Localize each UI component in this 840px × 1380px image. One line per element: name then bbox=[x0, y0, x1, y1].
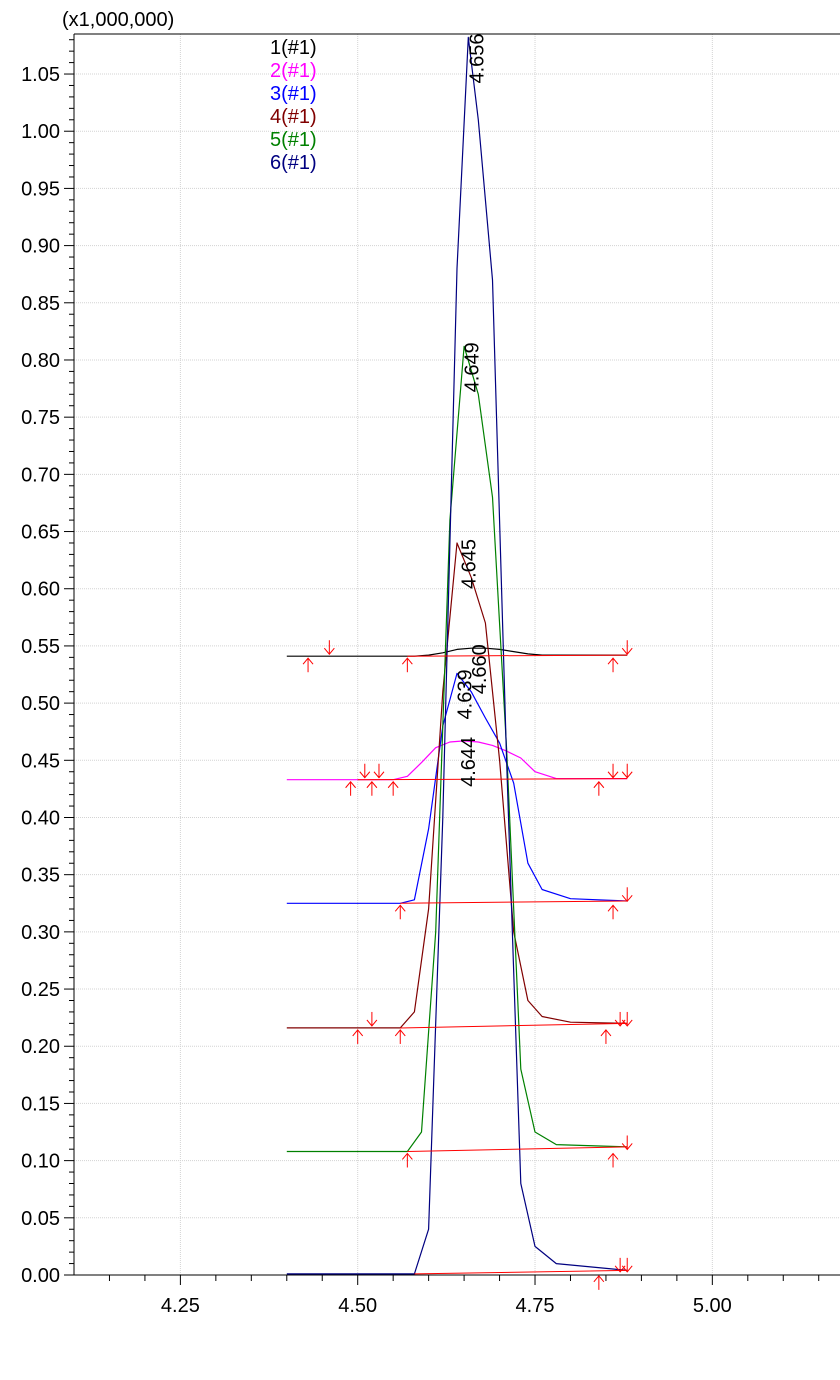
peak-start-marker bbox=[593, 1275, 605, 1290]
integration-baseline bbox=[357, 778, 628, 781]
x-tick-label: 4.25 bbox=[161, 1295, 200, 1317]
peak-rt-label: 4.645 bbox=[459, 539, 481, 589]
peak-rt-label: 4.644 bbox=[458, 737, 480, 787]
integration-baseline bbox=[414, 1269, 628, 1275]
integration-baseline bbox=[407, 1146, 628, 1152]
marker-layer bbox=[302, 640, 633, 1290]
series-line bbox=[286, 740, 628, 781]
peak-end-marker bbox=[621, 1011, 633, 1027]
series-layer bbox=[286, 36, 628, 1275]
peak-start-marker bbox=[607, 657, 619, 673]
y-tick-label: 0.25 bbox=[21, 979, 60, 1001]
peak-label-layer: 4.660 4.644 4.639 4.645 4.649 4.656 bbox=[454, 33, 491, 786]
y-tick-label: 0.45 bbox=[21, 750, 60, 772]
peak-end-marker bbox=[366, 1011, 378, 1027]
integration-baseline bbox=[400, 1022, 628, 1029]
integration-baseline bbox=[407, 654, 628, 657]
y-tick-label: 0.60 bbox=[21, 579, 60, 601]
peak-start-marker bbox=[387, 780, 399, 796]
series-line bbox=[286, 542, 628, 1029]
peak-start-marker bbox=[593, 780, 605, 796]
y-tick-label: 0.65 bbox=[21, 522, 60, 544]
series-line bbox=[286, 345, 628, 1153]
legend-entry: 4(#1) bbox=[270, 106, 317, 128]
x-tick-label: 4.75 bbox=[516, 1295, 555, 1317]
peak-start-marker bbox=[607, 1152, 619, 1168]
axis-layer: 0.00 0.05 0.10 0.15 0.20 0.25 0.30 0.35 0.40 0.45… bbox=[21, 33, 840, 1317]
y-tick-label: 0.75 bbox=[21, 407, 60, 429]
peak-end-marker bbox=[323, 640, 335, 655]
legend-entry: 1(#1) bbox=[270, 37, 317, 59]
legend-entry: 2(#1) bbox=[270, 60, 317, 82]
peak-rt-label: 4.639 bbox=[454, 669, 476, 719]
peak-start-marker bbox=[401, 657, 413, 673]
peak-rt-label: 4.656 bbox=[466, 33, 488, 83]
baseline-layer bbox=[357, 654, 628, 1275]
peak-end-marker bbox=[621, 640, 633, 655]
y-tick-label: 0.90 bbox=[21, 236, 60, 258]
peak-end-marker bbox=[607, 763, 619, 779]
series-line bbox=[286, 672, 628, 904]
y-tick-label: 0.35 bbox=[21, 865, 60, 887]
peak-start-marker bbox=[394, 904, 406, 920]
peak-start-marker bbox=[345, 780, 356, 796]
legend-entry: 3(#1) bbox=[270, 83, 317, 105]
peak-rt-label: 4.660 bbox=[469, 644, 491, 694]
y-tick-label: 0.10 bbox=[21, 1151, 60, 1173]
y-tick-label: 0.30 bbox=[21, 922, 60, 944]
x-tick-label: 5.00 bbox=[693, 1295, 732, 1317]
y-tick-label: 0.50 bbox=[21, 693, 60, 715]
y-tick-label: 0.55 bbox=[21, 636, 60, 658]
peak-end-marker bbox=[621, 763, 633, 779]
y-tick-label: 0.15 bbox=[21, 1093, 60, 1115]
y-tick-label: 0.70 bbox=[21, 464, 60, 486]
peak-end-marker bbox=[621, 887, 633, 903]
legend-entry: 5(#1) bbox=[270, 129, 317, 151]
peak-start-marker bbox=[352, 1029, 364, 1044]
y-tick-label: 0.80 bbox=[21, 350, 60, 372]
peak-start-marker bbox=[366, 780, 378, 796]
x-tick-label: 4.50 bbox=[338, 1295, 377, 1317]
legend-entry: 6(#1) bbox=[270, 152, 317, 174]
peak-end-marker bbox=[621, 1135, 633, 1151]
y-tick-label: 0.20 bbox=[21, 1036, 60, 1058]
peak-start-marker bbox=[607, 904, 619, 920]
series-line bbox=[286, 36, 628, 1275]
peak-end-marker bbox=[621, 1257, 633, 1273]
y-tick-label: 0.40 bbox=[21, 807, 60, 829]
peak-start-marker bbox=[401, 1152, 413, 1168]
integration-baseline bbox=[400, 900, 628, 904]
peak-end-marker bbox=[373, 763, 385, 779]
y-tick-label: 1.00 bbox=[21, 121, 60, 143]
y-tick-label: 1.05 bbox=[21, 64, 60, 86]
peak-start-marker bbox=[302, 657, 314, 673]
peak-rt-label: 4.649 bbox=[461, 342, 483, 392]
grid-layer bbox=[74, 34, 840, 1276]
peak-start-marker bbox=[600, 1029, 612, 1044]
y-multiplier-label: (x1,000,000) bbox=[62, 9, 174, 31]
peak-start-marker bbox=[394, 1029, 406, 1044]
y-tick-label: 0.95 bbox=[21, 178, 60, 200]
peak-end-marker bbox=[359, 763, 371, 779]
y-tick-label: 0.85 bbox=[21, 293, 60, 315]
legend: 1(#1)2(#1)3(#1)4(#1)5(#1)6(#1) bbox=[270, 37, 317, 174]
y-tick-label: 0.05 bbox=[21, 1208, 60, 1230]
y-tick-label: 0.00 bbox=[21, 1265, 60, 1287]
